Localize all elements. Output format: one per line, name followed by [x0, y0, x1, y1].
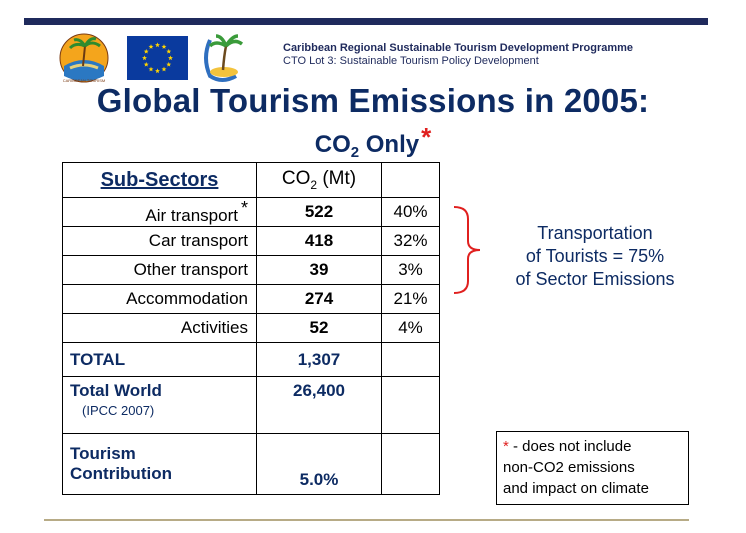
sector-label: Car transport: [148, 231, 248, 250]
eu-flag-logo: [127, 36, 188, 80]
total-row: TOTAL 1,307: [62, 342, 440, 377]
co2-header-sub: 2: [310, 177, 318, 192]
footnote-line3: and impact on climate: [503, 480, 649, 497]
subtitle-sub: 2: [350, 144, 360, 161]
emissions-table: Sub-Sectors CO2 (Mt) Air transport * 522 …: [62, 162, 440, 495]
sector-name: Other transport: [62, 255, 257, 285]
eu-star-icon: [155, 42, 160, 48]
programme-header: Caribbean Regional Sustainable Tourism D…: [283, 42, 703, 68]
subtitle-co: CO: [314, 131, 351, 158]
sector-percent: 40%: [381, 197, 440, 227]
world-pct-cell: [381, 376, 440, 434]
slide-title: Global Tourism Emissions in 2005:: [96, 82, 650, 119]
subsectors-header: Sub-Sectors: [62, 162, 257, 198]
sector-name: Activities: [62, 313, 257, 343]
sector-value: 418: [256, 226, 382, 256]
table-row: Activities 52 4%: [62, 313, 440, 343]
sector-name: Accommodation: [62, 284, 257, 314]
world-row: Total World (IPCC 2007) 26,400: [62, 376, 440, 434]
bottom-rule: [44, 519, 689, 521]
eu-star-icon: [155, 68, 160, 74]
sector-label: Air transport: [145, 206, 238, 225]
total-label: TOTAL: [62, 342, 257, 377]
table-row: Car transport 418 32%: [62, 226, 440, 256]
sector-percent: 3%: [381, 255, 440, 285]
slide-subtitle: CO2 Only*: [20, 122, 726, 161]
transport-note-line1: Transportation: [537, 223, 653, 243]
sector-percent: 21%: [381, 284, 440, 314]
programme-lot: CTO Lot 3: Sustainable Tourism Policy De…: [283, 55, 539, 67]
sector-value: 522: [256, 197, 382, 227]
footnote-line1: * - does not include: [503, 436, 682, 457]
sector-percent: 32%: [381, 226, 440, 256]
co2-header-unit: (Mt): [317, 168, 357, 190]
subtitle-rest: Only: [359, 131, 420, 158]
eu-star-icon: [166, 48, 172, 54]
co2-header-main: CO: [281, 168, 311, 190]
table-row: Other transport 39 3%: [62, 255, 440, 285]
total-value: 1,307: [256, 342, 382, 377]
eu-star-icon: [161, 66, 167, 72]
contribution-label-line1: Tourism: [70, 444, 136, 463]
sector-asterisk: *: [240, 198, 248, 218]
sector-value: 52: [256, 313, 382, 343]
table-row: Accommodation 274 21%: [62, 284, 440, 314]
eu-star-icon: [142, 55, 147, 61]
co2-header: CO2 (Mt): [256, 162, 382, 198]
sector-name: Car transport: [62, 226, 257, 256]
cto-logo: CARIBBEAN TOURISM: [59, 33, 109, 83]
transport-note-line3: of Sector Emissions: [515, 269, 675, 289]
eu-star-icon: [148, 66, 154, 72]
eu-star-icon: [143, 48, 149, 54]
eu-star-icon: [168, 55, 173, 61]
eu-star-icon: [143, 61, 149, 67]
contribution-label-line2: Contribution: [70, 464, 172, 483]
eu-star-icon: [148, 44, 154, 49]
contribution-value: 5.0%: [256, 433, 382, 495]
palm-island-logo: [204, 34, 244, 82]
footnote-text1: - does not include: [508, 438, 632, 455]
sector-value: 39: [256, 255, 382, 285]
subtitle-asterisk: *: [421, 122, 432, 152]
svg-text:CARIBBEAN TOURISM: CARIBBEAN TOURISM: [63, 78, 106, 83]
red-brace-icon: [453, 206, 481, 294]
total-pct-cell: [381, 342, 440, 377]
footnote-box: * - does not include non-CO2 emissions a…: [496, 431, 689, 505]
sector-name: Air transport *: [62, 197, 257, 227]
transport-note-line2: of Tourists = 75%: [525, 246, 665, 266]
world-value: 26,400: [256, 376, 382, 434]
eu-star-icon: [161, 44, 167, 49]
transport-note: Transportation of Tourists = 75% of Sect…: [495, 222, 695, 291]
world-label: Total World: [70, 381, 162, 400]
contribution-row: Tourism Contribution 5.0%: [62, 433, 440, 495]
sector-value: 274: [256, 284, 382, 314]
world-label-cell: Total World (IPCC 2007): [62, 376, 257, 434]
contribution-label: Tourism Contribution: [62, 433, 257, 495]
footnote-asterisk: *: [503, 438, 509, 455]
sector-label: Accommodation: [126, 289, 248, 308]
sector-label: Activities: [180, 318, 248, 337]
table-header-row: Sub-Sectors CO2 (Mt): [62, 162, 440, 198]
world-reference: (IPCC 2007): [82, 403, 155, 418]
footnote-line2: non-CO2 emissions: [503, 459, 635, 476]
programme-title: Caribbean Regional Sustainable Tourism D…: [283, 42, 634, 54]
sector-label: Other transport: [133, 260, 248, 279]
contribution-pct-cell: [381, 433, 440, 495]
table-row: Air transport * 522 40%: [62, 197, 440, 227]
pct-header: [381, 162, 440, 198]
top-bar: [24, 18, 708, 25]
sector-percent: 4%: [381, 313, 440, 343]
eu-star-icon: [166, 61, 172, 67]
